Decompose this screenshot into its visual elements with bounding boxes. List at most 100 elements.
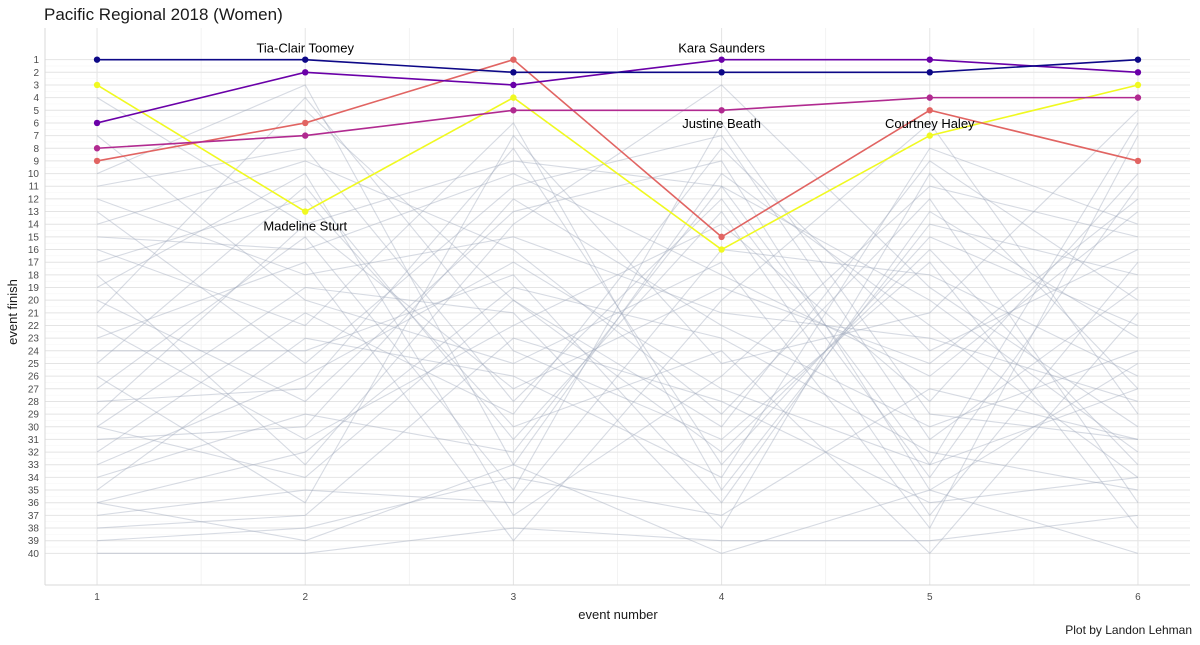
- background-series-line: [97, 109, 1139, 428]
- background-series-line: [96, 185, 1139, 478]
- annotation-label: Courtney Haley: [885, 116, 975, 131]
- y-tick-label: 6: [33, 118, 39, 129]
- x-tick-label: 4: [719, 592, 725, 603]
- background-series-line: [96, 122, 1139, 492]
- background-series-line: [96, 464, 1139, 554]
- series-point: [718, 107, 725, 114]
- background-series-line: [96, 147, 1139, 491]
- y-tick-label: 35: [28, 486, 40, 497]
- y-tick-label: 12: [28, 194, 40, 205]
- background-series-line: [96, 96, 1139, 529]
- axis-ticks: 1 2 3 4 5 61234567891011121314151617181920212…: [28, 55, 1141, 603]
- series-point: [302, 56, 309, 63]
- y-tick-label: 2: [33, 68, 39, 79]
- y-tick-label: 10: [28, 169, 40, 180]
- series-line: [96, 84, 1139, 251]
- series-line: [96, 58, 1139, 238]
- background-series-line: [96, 135, 1139, 530]
- y-tick-label: 19: [28, 283, 40, 294]
- background-series-line: [96, 172, 1139, 529]
- series-point: [1134, 56, 1142, 63]
- background-series-line: [96, 84, 1139, 478]
- series-point: [926, 107, 933, 114]
- background-series-line: [96, 185, 1139, 517]
- background-series-line: [96, 198, 1139, 415]
- series-line: [97, 58, 1139, 74]
- x-tick-label: 5: [927, 592, 933, 603]
- x-tick-label: 1: [94, 592, 100, 603]
- background-series-line: [96, 248, 1139, 516]
- series-point: [302, 132, 309, 139]
- series-point: [718, 69, 725, 76]
- y-tick-label: 37: [28, 511, 40, 522]
- y-axis-label: event finish: [5, 279, 20, 345]
- background-series-line: [96, 160, 1139, 504]
- y-tick-label: 30: [28, 422, 40, 433]
- background-series-line: [97, 210, 1139, 504]
- y-tick-label: 11: [29, 182, 40, 193]
- highlighted-series: [93, 56, 1142, 253]
- series-point: [510, 107, 517, 114]
- y-tick-label: 27: [28, 384, 40, 395]
- background-series-line: [96, 248, 1139, 478]
- y-tick-label: 16: [28, 245, 40, 256]
- background-series-line: [97, 388, 1139, 542]
- y-tick-label: 33: [28, 460, 40, 471]
- series-point: [93, 81, 101, 89]
- y-tick-label: 28: [28, 397, 40, 408]
- series-point: [926, 132, 933, 139]
- background-series-line: [96, 198, 1139, 555]
- background-series-line: [96, 198, 1139, 402]
- series-point: [510, 69, 517, 76]
- grid-lines: [44, 28, 1190, 586]
- y-tick-label: 34: [28, 473, 40, 484]
- y-tick-label: 1: [33, 55, 39, 66]
- series-point: [926, 69, 933, 76]
- background-series-line: [97, 337, 1139, 529]
- y-tick-label: 15: [28, 232, 40, 243]
- y-tick-label: 31: [28, 435, 40, 446]
- y-tick-label: 17: [28, 258, 40, 269]
- y-tick-label: 20: [28, 296, 40, 307]
- background-series: [96, 84, 1139, 555]
- y-tick-label: 21: [28, 308, 40, 319]
- series-point: [93, 119, 101, 127]
- x-axis-label: event number: [578, 607, 658, 622]
- background-series-line: [96, 147, 1139, 453]
- series-point: [1134, 94, 1142, 101]
- background-series-line: [96, 122, 1139, 542]
- background-series-line: [97, 172, 1139, 377]
- background-series-line: [96, 84, 1139, 466]
- y-tick-label: 26: [28, 372, 40, 383]
- series-point: [718, 233, 725, 241]
- background-series-line: [96, 121, 1139, 492]
- series-point: [302, 208, 309, 215]
- background-series-line: [96, 147, 1139, 479]
- y-tick-label: 38: [28, 524, 40, 535]
- y-tick-label: 22: [28, 321, 40, 332]
- series-point: [93, 56, 101, 63]
- series-point: [302, 69, 309, 76]
- series-point: [926, 56, 933, 63]
- series-point: [718, 56, 725, 63]
- annotation-label: Tia-Clair Toomey: [256, 40, 354, 55]
- background-series-line: [96, 134, 1139, 441]
- annotations: Tia-Clair Toomey Kara Saunders Justine Bea…: [256, 40, 975, 233]
- y-tick-label: 3: [33, 80, 39, 91]
- series-point: [1134, 157, 1142, 165]
- y-tick-label: 5: [33, 106, 39, 117]
- background-series-line: [96, 160, 1139, 491]
- series-point: [926, 94, 933, 101]
- annotation-label: Kara Saunders: [678, 40, 765, 55]
- series-point: [510, 56, 517, 63]
- series-point: [1134, 69, 1142, 76]
- chart-title: Pacific Regional 2018 (Women): [44, 5, 283, 24]
- y-tick-label: 32: [28, 448, 40, 459]
- y-tick-label: 29: [28, 410, 40, 421]
- series-point: [510, 81, 517, 89]
- x-tick-label: 6: [1135, 592, 1141, 603]
- series-point: [718, 246, 725, 253]
- annotation-label: Madeline Sturt: [263, 219, 347, 234]
- background-series-line: [97, 198, 1139, 440]
